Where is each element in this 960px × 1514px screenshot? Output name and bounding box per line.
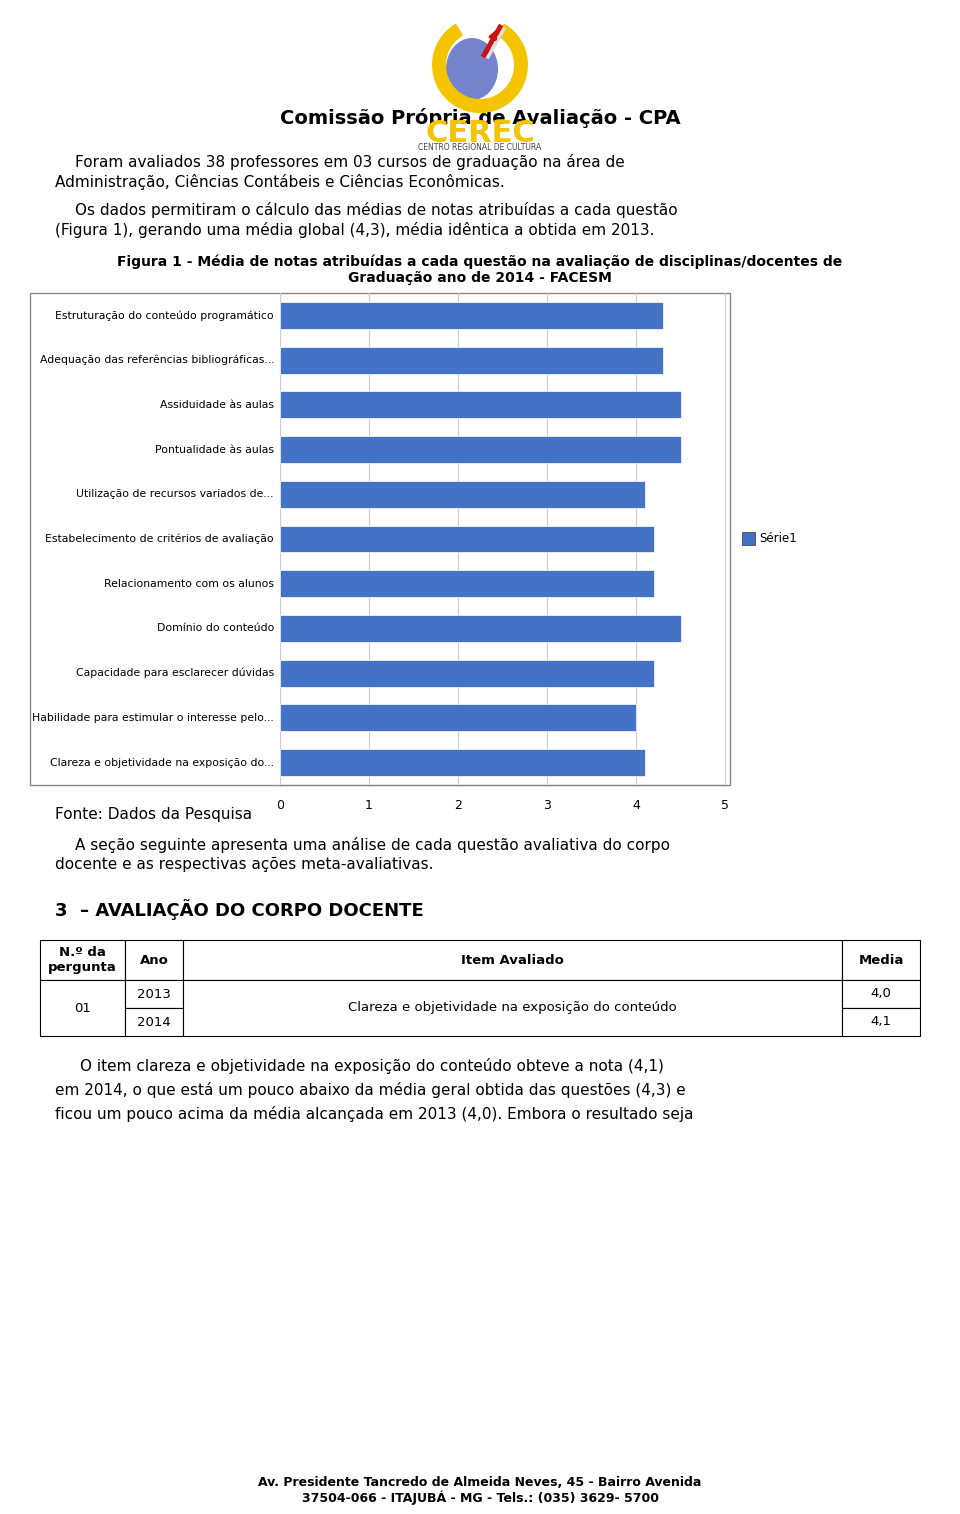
FancyBboxPatch shape xyxy=(280,481,645,507)
Text: 4: 4 xyxy=(632,799,640,812)
Text: Pontualidade às aulas: Pontualidade às aulas xyxy=(155,445,274,454)
FancyBboxPatch shape xyxy=(280,749,645,777)
Text: CENTRO REGIONAL DE CULTURA: CENTRO REGIONAL DE CULTURA xyxy=(419,142,541,151)
FancyBboxPatch shape xyxy=(183,980,842,1036)
FancyBboxPatch shape xyxy=(125,940,183,980)
Text: 0: 0 xyxy=(276,799,284,812)
Text: 2013: 2013 xyxy=(137,987,171,1001)
Wedge shape xyxy=(432,23,528,114)
FancyBboxPatch shape xyxy=(280,392,681,418)
Text: 1: 1 xyxy=(365,799,372,812)
Text: 37504-066 - ITAJUBÁ - MG - Tels.: (035) 3629- 5700: 37504-066 - ITAJUBÁ - MG - Tels.: (035) … xyxy=(301,1491,659,1505)
FancyBboxPatch shape xyxy=(280,660,654,687)
Text: Comissão Própria de Avaliação - CPA: Comissão Própria de Avaliação - CPA xyxy=(279,107,681,129)
FancyBboxPatch shape xyxy=(842,940,920,980)
FancyBboxPatch shape xyxy=(842,980,920,1008)
Text: 5: 5 xyxy=(721,799,729,812)
Text: docente e as respectivas ações meta-avaliativas.: docente e as respectivas ações meta-aval… xyxy=(55,857,434,872)
Text: Graduação ano de 2014 - FACESM: Graduação ano de 2014 - FACESM xyxy=(348,271,612,285)
Text: 2014: 2014 xyxy=(137,1016,171,1028)
Text: Adequação das referências bibliográficas...: Adequação das referências bibliográficas… xyxy=(39,354,274,365)
Text: Série1: Série1 xyxy=(759,531,797,545)
Text: N.º da
pergunta: N.º da pergunta xyxy=(48,946,117,974)
FancyBboxPatch shape xyxy=(280,615,681,642)
Text: Item Avaliado: Item Avaliado xyxy=(461,954,564,966)
Text: Av. Presidente Tancredo de Almeida Neves, 45 - Bairro Avenida: Av. Presidente Tancredo de Almeida Neves… xyxy=(258,1476,702,1488)
Text: O item clareza e objetividade na exposição do conteúdo obteve a nota (4,1): O item clareza e objetividade na exposiç… xyxy=(80,1058,664,1073)
Text: Utilização de recursos variados de...: Utilização de recursos variados de... xyxy=(77,489,274,500)
Text: Administração, Ciências Contábeis e Ciências Econômicas.: Administração, Ciências Contábeis e Ciên… xyxy=(55,174,505,189)
Text: Foram avaliados 38 professores em 03 cursos de graduação na área de: Foram avaliados 38 professores em 03 cur… xyxy=(75,154,625,170)
FancyBboxPatch shape xyxy=(280,347,662,374)
FancyBboxPatch shape xyxy=(280,525,654,553)
FancyBboxPatch shape xyxy=(183,940,842,980)
Text: Habilidade para estimular o interesse pelo...: Habilidade para estimular o interesse pe… xyxy=(33,713,274,722)
Text: A seção seguinte apresenta uma análise de cada questão avaliativa do corpo: A seção seguinte apresenta uma análise d… xyxy=(75,837,670,852)
Text: CEREC: CEREC xyxy=(425,118,535,147)
FancyBboxPatch shape xyxy=(280,704,636,731)
FancyBboxPatch shape xyxy=(40,940,125,980)
Text: Capacidade para esclarecer dúvidas: Capacidade para esclarecer dúvidas xyxy=(76,668,274,678)
FancyBboxPatch shape xyxy=(40,980,125,1036)
Text: 3: 3 xyxy=(543,799,551,812)
Text: Domínio do conteúdo: Domínio do conteúdo xyxy=(156,624,274,633)
Text: Estruturação do conteúdo programático: Estruturação do conteúdo programático xyxy=(56,310,274,321)
FancyBboxPatch shape xyxy=(280,301,662,329)
Text: Media: Media xyxy=(858,954,903,966)
Ellipse shape xyxy=(446,38,498,100)
FancyBboxPatch shape xyxy=(742,531,755,545)
Text: Ano: Ano xyxy=(139,954,168,966)
Text: Relacionamento com os alunos: Relacionamento com os alunos xyxy=(104,578,274,589)
Text: 4,1: 4,1 xyxy=(871,1016,892,1028)
Text: 01: 01 xyxy=(74,1001,91,1014)
Text: Os dados permitiram o cálculo das médias de notas atribuídas a cada questão: Os dados permitiram o cálculo das médias… xyxy=(75,201,678,218)
Text: Clareza e objetividade na exposição do conteúdo: Clareza e objetividade na exposição do c… xyxy=(348,1001,677,1014)
FancyBboxPatch shape xyxy=(125,1008,183,1036)
Text: em 2014, o que está um pouco abaixo da média geral obtida das questões (4,3) e: em 2014, o que está um pouco abaixo da m… xyxy=(55,1083,685,1098)
Text: 4,0: 4,0 xyxy=(871,987,892,1001)
FancyBboxPatch shape xyxy=(125,980,183,1008)
Text: Figura 1 - Média de notas atribuídas a cada questão na avaliação de disciplinas/: Figura 1 - Média de notas atribuídas a c… xyxy=(117,254,843,269)
FancyBboxPatch shape xyxy=(30,294,730,784)
Text: 3  – AVALIAÇÃO DO CORPO DOCENTE: 3 – AVALIAÇÃO DO CORPO DOCENTE xyxy=(55,899,423,921)
Text: (Figura 1), gerando uma média global (4,3), média idêntica a obtida em 2013.: (Figura 1), gerando uma média global (4,… xyxy=(55,223,655,238)
Text: Fonte: Dados da Pesquisa: Fonte: Dados da Pesquisa xyxy=(55,807,252,822)
FancyBboxPatch shape xyxy=(280,571,654,597)
FancyBboxPatch shape xyxy=(280,436,681,463)
Text: ficou um pouco acima da média alcançada em 2013 (4,0). Embora o resultado seja: ficou um pouco acima da média alcançada … xyxy=(55,1107,693,1122)
Text: Clareza e objetividade na exposição do...: Clareza e objetividade na exposição do..… xyxy=(50,757,274,768)
Text: Assiduidade às aulas: Assiduidade às aulas xyxy=(160,400,274,410)
FancyBboxPatch shape xyxy=(842,1008,920,1036)
Text: Estabelecimento de critérios de avaliação: Estabelecimento de critérios de avaliaçã… xyxy=(45,534,274,544)
Text: 2: 2 xyxy=(454,799,462,812)
